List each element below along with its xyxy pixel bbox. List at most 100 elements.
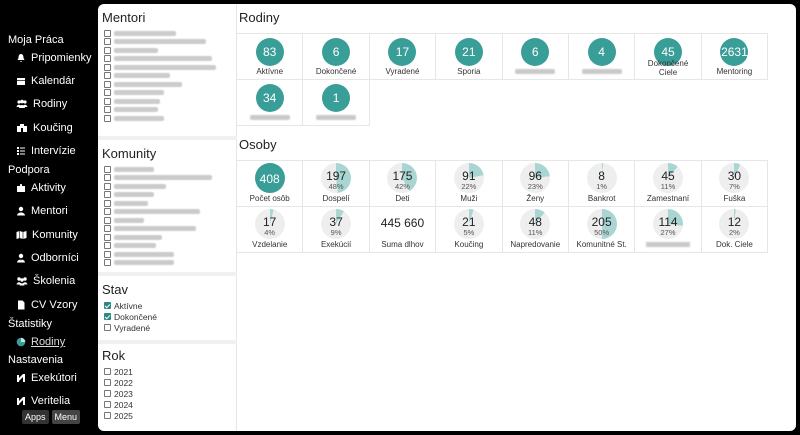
sidebar-item-exekutori[interactable]: Exekútori: [16, 372, 77, 384]
menu-button[interactable]: Menu: [51, 410, 81, 424]
checkbox[interactable]: [104, 233, 111, 241]
checkbox[interactable]: [104, 259, 111, 267]
rok-option-2025[interactable]: 2025: [98, 410, 237, 421]
sidebar-item-mentori[interactable]: Mentori: [16, 205, 68, 217]
stat-percent: 11%: [528, 228, 543, 237]
stav-option-dokoncene[interactable]: Dokončené: [98, 311, 237, 322]
stat-label: [635, 240, 700, 249]
stav-option-vyradene[interactable]: Vyradené: [98, 322, 237, 333]
checkbox[interactable]: [104, 313, 111, 320]
checkbox[interactable]: [104, 324, 111, 331]
checkbox[interactable]: [104, 191, 111, 199]
filter-option[interactable]: [98, 216, 237, 225]
checkbox[interactable]: [104, 165, 111, 173]
filter-option[interactable]: [98, 174, 237, 183]
checkbox[interactable]: [104, 250, 111, 258]
checkbox[interactable]: [104, 80, 111, 88]
sidebar-item-rodiny[interactable]: Rodiny: [16, 98, 67, 110]
filter-option[interactable]: [98, 106, 237, 115]
sidebar-item-komunity[interactable]: Komunity: [16, 229, 78, 241]
rok-option-2024[interactable]: 2024: [98, 399, 237, 410]
checkbox[interactable]: [104, 379, 111, 386]
checkbox[interactable]: [104, 106, 111, 114]
filter-option[interactable]: [98, 191, 237, 200]
filter-title-mentori: Mentori: [102, 10, 146, 25]
checkbox[interactable]: [104, 89, 111, 97]
checkbox[interactable]: [104, 401, 111, 408]
checkbox[interactable]: [104, 114, 111, 122]
sidebar-item-pripomienky[interactable]: Pripomienky: [16, 52, 92, 64]
filter-option[interactable]: [98, 114, 237, 123]
sidebar-item-koucing[interactable]: Koučing: [16, 122, 73, 134]
osoby-stat-card: 48 11% Napredovanie: [501, 206, 569, 253]
filter-option[interactable]: [98, 242, 237, 251]
sidebar-item-intervizie[interactable]: Intervízie: [16, 145, 76, 157]
filter-option[interactable]: [98, 250, 237, 259]
filter-option[interactable]: [98, 182, 237, 191]
rok-option-2023[interactable]: 2023: [98, 388, 237, 399]
option-label: [114, 175, 212, 181]
sidebar-item-veritelia[interactable]: Veritelia: [16, 395, 70, 407]
sidebar-item-skolenia[interactable]: Školenia: [16, 275, 75, 287]
filter-title-rok: Rok: [102, 348, 126, 363]
filter-option[interactable]: [98, 55, 237, 64]
filter-option[interactable]: [98, 208, 237, 217]
checkbox[interactable]: [104, 55, 111, 63]
apps-button[interactable]: Apps: [22, 410, 49, 424]
sidebar-item-kalendar[interactable]: Kalendár: [16, 75, 75, 87]
checkbox[interactable]: [104, 199, 111, 207]
stat-pie: 91 22%: [453, 163, 484, 193]
sidebar-item-aktivity[interactable]: Aktivity: [16, 182, 66, 194]
checkbox[interactable]: [104, 368, 111, 375]
filter-option[interactable]: [98, 29, 237, 38]
filter-option[interactable]: [98, 80, 237, 89]
checkbox[interactable]: [104, 390, 111, 397]
filter-option[interactable]: [98, 46, 237, 55]
option-label: [114, 251, 174, 257]
pie-chart-icon: [16, 337, 26, 347]
stat-label: Zamestnaní: [646, 194, 690, 203]
filter-option[interactable]: [98, 259, 237, 268]
rok-option-2021[interactable]: 2021: [98, 366, 237, 377]
option-label: Aktívne: [114, 300, 143, 311]
checkbox[interactable]: [104, 208, 111, 216]
checkbox[interactable]: [104, 38, 111, 46]
filter-option[interactable]: [98, 72, 237, 81]
stat-value: 21: [454, 38, 483, 66]
stat-value: 114: [658, 215, 678, 229]
sidebar-item-stat-rodiny[interactable]: Rodiny: [16, 336, 65, 348]
checkbox[interactable]: [104, 97, 111, 105]
checkbox[interactable]: [104, 242, 111, 250]
filter-option[interactable]: [98, 38, 237, 47]
filter-option[interactable]: [98, 165, 237, 174]
stav-option-aktivne[interactable]: Aktívne: [98, 300, 237, 311]
checkbox[interactable]: [104, 225, 111, 233]
filter-option[interactable]: [98, 199, 237, 208]
checkbox[interactable]: [104, 302, 111, 309]
filter-option[interactable]: [98, 63, 237, 72]
checkbox[interactable]: [104, 46, 111, 54]
option-label: [114, 56, 212, 62]
checkbox[interactable]: [104, 29, 111, 37]
rodiny-stat-card: 45 Dokončené Ciele: [634, 33, 702, 80]
checkbox[interactable]: [104, 63, 111, 71]
filter-option[interactable]: [98, 225, 237, 234]
filter-option[interactable]: [98, 89, 237, 98]
filter-option[interactable]: [98, 97, 237, 106]
section-title-osoby: Osoby: [239, 137, 277, 152]
stat-percent: 42%: [394, 182, 410, 191]
stat-percent: 4%: [264, 228, 276, 237]
rok-option-2022[interactable]: 2022: [98, 377, 237, 388]
option-label: [114, 107, 158, 113]
sidebar-item-odbornici[interactable]: Odborníci: [16, 252, 79, 264]
sidebar-item-cv-vzory[interactable]: CV Vzory: [16, 299, 77, 311]
checkbox[interactable]: [104, 216, 111, 224]
checkbox[interactable]: [104, 174, 111, 182]
checkbox[interactable]: [104, 412, 111, 419]
sidebar-item-label: Intervízie: [31, 145, 76, 157]
filter-option[interactable]: [98, 233, 237, 242]
checkbox[interactable]: [104, 72, 111, 80]
stat-label: Dok. Ciele: [715, 240, 753, 249]
stat-label: Fuška: [723, 194, 746, 203]
checkbox[interactable]: [104, 182, 111, 190]
